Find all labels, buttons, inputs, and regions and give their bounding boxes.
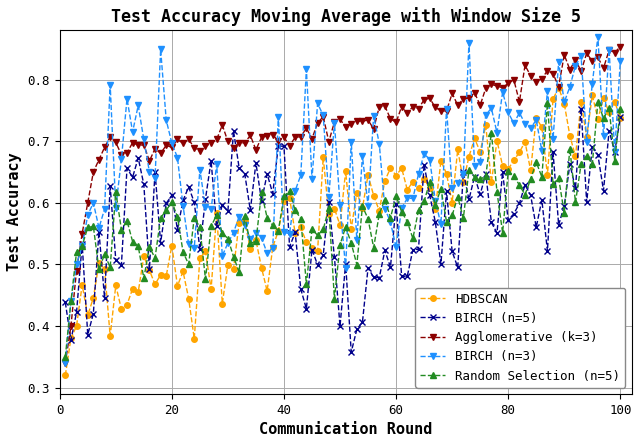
BIRCH (n=3) xyxy=(191,246,198,251)
BIRCH (n=3) xyxy=(616,59,624,64)
Agglomerative (k=3) xyxy=(392,120,400,125)
Agglomerative (k=3) xyxy=(61,361,69,366)
Random Selection (n=5) xyxy=(616,107,624,112)
BIRCH (n=3) xyxy=(392,245,400,250)
BIRCH (n=5) xyxy=(61,300,69,305)
Random Selection (n=5) xyxy=(61,354,69,360)
HDBSCAN xyxy=(577,100,585,105)
HDBSCAN xyxy=(191,336,198,341)
HDBSCAN xyxy=(348,226,355,231)
HDBSCAN xyxy=(594,116,602,122)
Random Selection (n=5) xyxy=(594,99,602,105)
HDBSCAN xyxy=(616,115,624,120)
Agglomerative (k=3) xyxy=(191,145,198,151)
BIRCH (n=5) xyxy=(583,199,591,205)
HDBSCAN xyxy=(168,243,176,248)
BIRCH (n=5) xyxy=(348,349,355,355)
Random Selection (n=5) xyxy=(191,215,198,220)
Agglomerative (k=3) xyxy=(348,122,355,127)
X-axis label: Communication Round: Communication Round xyxy=(259,422,432,437)
Agglomerative (k=3) xyxy=(588,59,596,64)
BIRCH (n=5) xyxy=(398,274,406,279)
HDBSCAN xyxy=(392,173,400,178)
BIRCH (n=5) xyxy=(577,106,585,111)
Agglomerative (k=3) xyxy=(616,44,624,49)
HDBSCAN xyxy=(555,85,563,90)
Agglomerative (k=3) xyxy=(572,57,579,63)
Agglomerative (k=3) xyxy=(168,145,176,150)
Legend: HDBSCAN, BIRCH (n=5), Agglomerative (k=3), BIRCH (n=3), Random Selection (n=5): HDBSCAN, BIRCH (n=5), Agglomerative (k=3… xyxy=(415,288,625,388)
Random Selection (n=5) xyxy=(588,162,596,167)
BIRCH (n=3) xyxy=(572,63,579,68)
BIRCH (n=5) xyxy=(600,188,607,193)
Line: Agglomerative (k=3): Agglomerative (k=3) xyxy=(63,44,623,366)
BIRCH (n=3) xyxy=(588,81,596,86)
Line: BIRCH (n=3): BIRCH (n=3) xyxy=(63,34,623,366)
Line: HDBSCAN: HDBSCAN xyxy=(63,85,623,378)
Title: Test Accuracy Moving Average with Window Size 5: Test Accuracy Moving Average with Window… xyxy=(111,7,580,26)
Random Selection (n=5) xyxy=(168,199,176,205)
BIRCH (n=3) xyxy=(61,361,69,366)
HDBSCAN xyxy=(61,373,69,378)
BIRCH (n=3) xyxy=(348,139,355,144)
BIRCH (n=5) xyxy=(353,327,361,332)
Random Selection (n=5) xyxy=(572,200,579,205)
Random Selection (n=5) xyxy=(348,241,355,246)
BIRCH (n=5) xyxy=(168,193,176,198)
BIRCH (n=3) xyxy=(594,34,602,39)
Random Selection (n=5) xyxy=(392,194,400,199)
BIRCH (n=5) xyxy=(616,115,624,120)
BIRCH (n=3) xyxy=(168,140,176,146)
Line: BIRCH (n=5): BIRCH (n=5) xyxy=(63,106,623,355)
Line: Random Selection (n=5): Random Selection (n=5) xyxy=(63,99,623,360)
Y-axis label: Test Accuracy: Test Accuracy xyxy=(7,153,22,271)
BIRCH (n=5) xyxy=(191,200,198,205)
